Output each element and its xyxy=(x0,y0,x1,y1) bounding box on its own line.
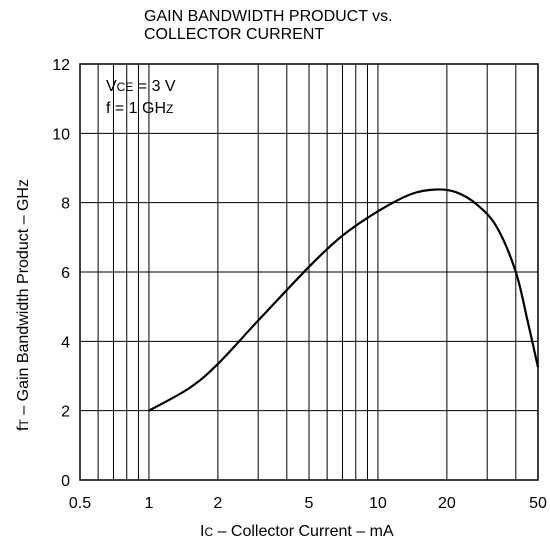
x-axis-label: IC – Collector Current – mA xyxy=(200,523,394,540)
y-tick-label: 4 xyxy=(61,334,70,351)
y-tick-label: 12 xyxy=(52,57,70,74)
y-tick-label: 0 xyxy=(61,473,70,490)
x-tick-labels: 0.5 1 2 5 10 20 50 xyxy=(69,495,547,512)
x-tick-label: 20 xyxy=(438,495,456,512)
y-tick-label: 2 xyxy=(61,404,70,421)
y-tick-label: 10 xyxy=(52,126,70,143)
conditions-annotation: VCE = 3 V f = 1 GHZ xyxy=(106,76,176,120)
vce-condition: VCE = 3 V xyxy=(106,78,176,95)
y-tick-label: 8 xyxy=(61,196,70,213)
x-tick-label: 0.5 xyxy=(69,495,91,512)
gain-bandwidth-curve xyxy=(148,188,540,412)
grid xyxy=(80,64,538,480)
y-tick-labels: 0 2 4 6 8 10 12 xyxy=(52,57,70,490)
title-line-1: GAIN BANDWIDTH PRODUCT vs. xyxy=(144,8,393,25)
x-tick-label: 5 xyxy=(305,495,314,512)
y-axis-label: fT – Gain Bandwidth Product – GHz xyxy=(15,179,32,431)
x-tick-label: 50 xyxy=(529,495,547,512)
frequency-condition: f = 1 GHZ xyxy=(106,100,174,117)
y-tick-label: 6 xyxy=(61,265,70,282)
x-tick-label: 2 xyxy=(213,495,222,512)
x-tick-label: 10 xyxy=(369,495,387,512)
plot-frame xyxy=(79,63,539,481)
title-line-2: COLLECTOR CURRENT xyxy=(144,26,325,43)
x-tick-label: 1 xyxy=(144,495,153,512)
